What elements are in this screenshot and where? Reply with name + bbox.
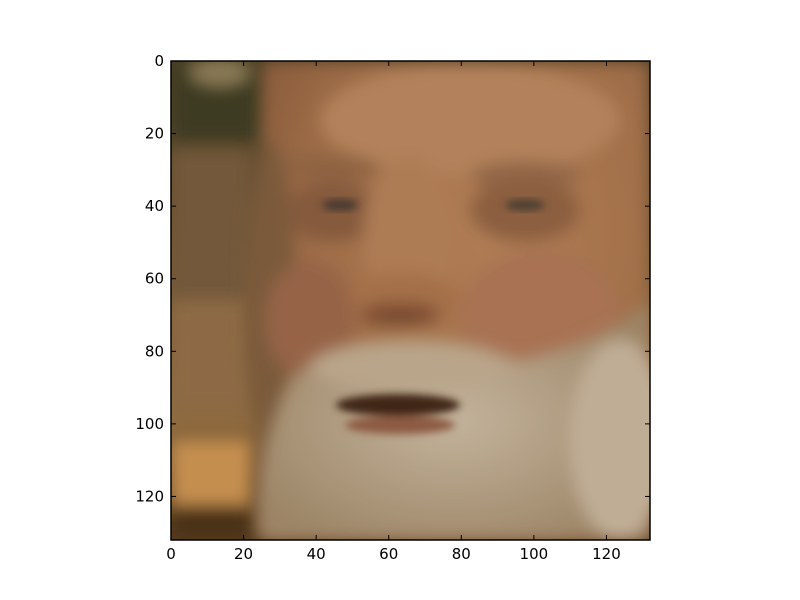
y-tick-label: 100 bbox=[135, 415, 164, 433]
axis-ticks bbox=[170, 60, 650, 540]
x-tick-label: 40 bbox=[307, 545, 326, 563]
x-axis-tick-labels: 0 20 40 60 80 100 120 bbox=[166, 545, 621, 563]
y-axis-tick-labels: 0 20 40 60 80 100 120 bbox=[135, 52, 164, 505]
plot-frame bbox=[170, 60, 651, 541]
x-tick-label: 20 bbox=[234, 545, 253, 563]
y-tick-label: 80 bbox=[145, 342, 164, 360]
x-tick-label: 80 bbox=[452, 545, 471, 563]
x-tick-label: 0 bbox=[166, 545, 176, 563]
y-tick-label: 20 bbox=[145, 125, 164, 143]
x-tick-label: 120 bbox=[592, 545, 621, 563]
y-tick-label: 60 bbox=[145, 270, 164, 288]
y-tick-label: 0 bbox=[154, 52, 164, 70]
y-tick-label: 120 bbox=[135, 487, 164, 505]
x-tick-label: 60 bbox=[379, 545, 398, 563]
face-photo bbox=[171, 61, 650, 540]
y-tick-label: 40 bbox=[145, 197, 164, 215]
x-tick-label: 100 bbox=[520, 545, 549, 563]
